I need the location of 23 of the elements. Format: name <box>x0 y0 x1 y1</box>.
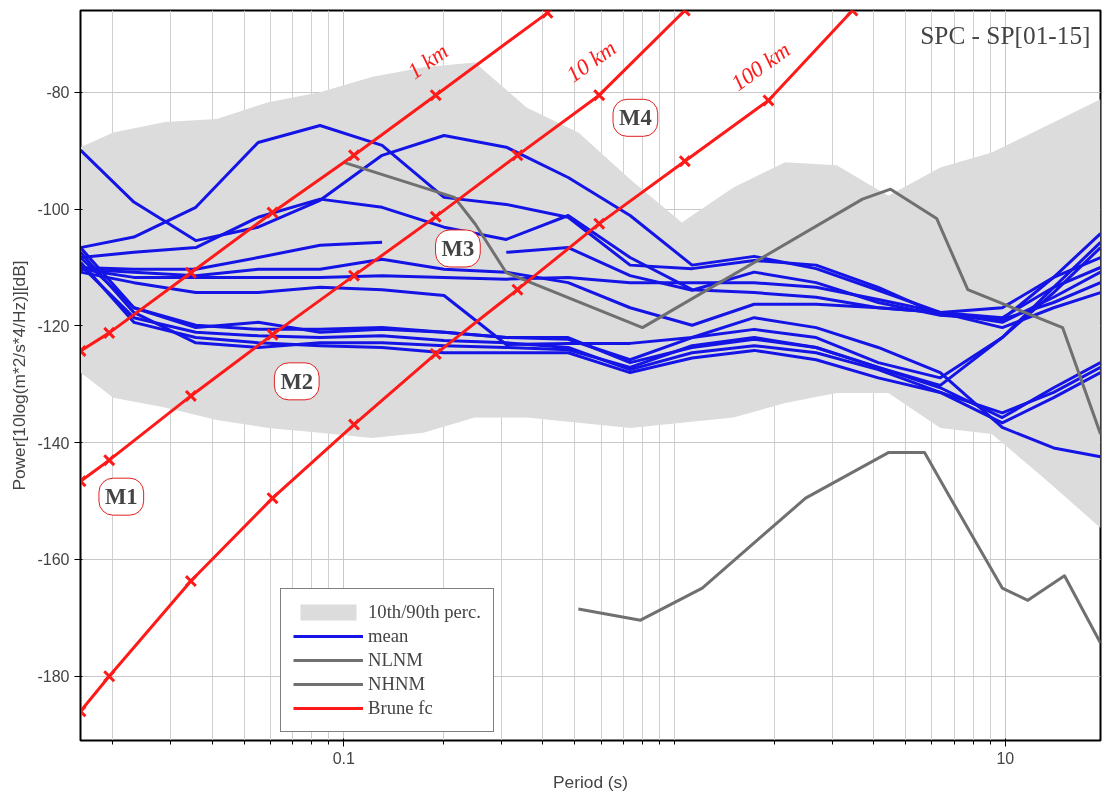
x-axis-title: Period (s) <box>552 771 629 792</box>
legend-label: NLNM <box>368 649 423 671</box>
annotation: M2 <box>280 368 314 394</box>
legend-label: 10th/90th perc. <box>368 601 481 623</box>
y-tick-label: -160 <box>37 551 70 569</box>
annotation: M3 <box>441 235 475 261</box>
annotation: M4 <box>619 105 652 131</box>
y-tick-label: -100 <box>37 201 70 219</box>
annotation: 100 km <box>726 37 795 96</box>
x-tick-label: 10 <box>996 749 1015 767</box>
annotation: 1 km <box>402 38 453 84</box>
annotation: 10 km <box>561 35 621 88</box>
legend-label: NHNM <box>368 673 426 695</box>
y-tick-label: -120 <box>37 317 70 335</box>
y-tick-label: -140 <box>37 434 70 452</box>
legend-label: mean <box>368 625 409 647</box>
y-tick-label: -180 <box>37 668 70 686</box>
y-axis-title: Power[10log(m*2/s*4/Hz)][dB] <box>9 260 30 491</box>
annotation: M1 <box>104 484 138 510</box>
y-tick-label: -80 <box>46 84 70 102</box>
chart-title: SPC - SP[01-15] <box>920 20 1091 49</box>
x-tick-label: 0.1 <box>332 749 355 767</box>
legend-label: Brune fc <box>368 697 433 719</box>
